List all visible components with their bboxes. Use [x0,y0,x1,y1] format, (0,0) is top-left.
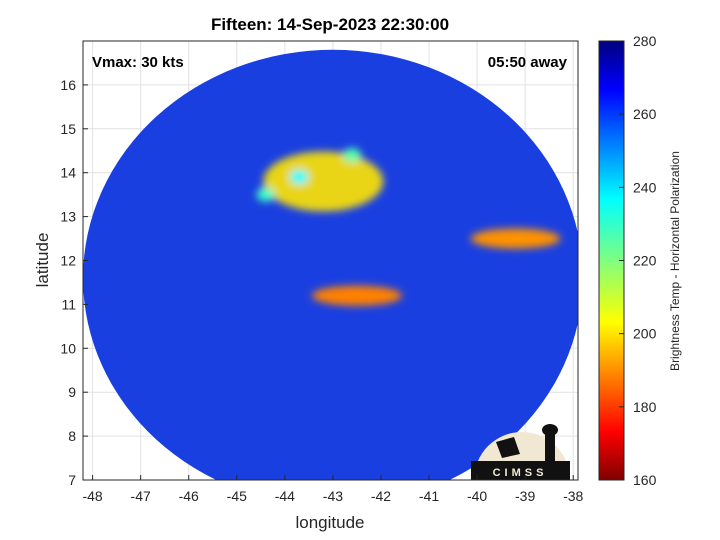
y-tick-label: 9 [68,384,76,400]
logo-text: CIMSS [493,467,548,479]
y-tick-label: 13 [60,209,76,225]
colorbar-tick-label: 260 [633,106,657,122]
logo-band [471,461,570,480]
x-tick-label: -40 [467,488,487,504]
x-tick-label: -38 [563,488,583,504]
feature-cold-spot [290,170,309,185]
x-axis: -48 -47 -46 -45 -44 -43 -42 -41 -40 -39 -38 [82,475,584,504]
colorbar-tick-label: 220 [633,253,657,269]
feature-cold-spot [343,148,362,163]
colorbar-label: Brightness Temp - Horizontal Polarizatio… [668,151,682,371]
x-tick-label: -43 [323,488,343,504]
x-tick-label: -48 [82,488,102,504]
y-axis-label: latitude [33,233,52,288]
colorbar-tick-label: 180 [633,399,657,415]
logo-tank [542,424,558,436]
y-tick-label: 15 [60,121,76,137]
features [256,148,561,306]
brightness-temp-swath [83,49,578,480]
y-axis: 7 8 9 10 11 12 13 14 15 16 [60,77,88,488]
colorbar-tick-label: 200 [633,326,657,342]
feature-cold-spot [256,187,275,202]
x-axis-label: longitude [295,513,364,532]
feature-cold-core [263,151,384,212]
y-tick-label: 10 [60,340,76,356]
x-tick-label: -45 [227,488,247,504]
logo-tower [545,431,555,461]
logo-dish [496,437,520,458]
feature-band [311,285,402,306]
y-tick-label: 8 [68,428,76,444]
y-tick-label: 7 [68,472,76,488]
colorbar-axis: 160 180 200 220 240 260 280 [619,33,657,488]
y-tick-label: 16 [60,77,76,93]
feature-band [470,228,561,249]
colorbar-tick-label: 160 [633,472,657,488]
time-away-label: 05:50 away [488,54,568,71]
y-tick-label: 11 [61,296,76,312]
x-tick-label: -46 [179,488,199,504]
x-tick-label: -44 [275,488,295,504]
x-tick-label: -41 [419,488,439,504]
cimss-logo: CIMSS [471,424,570,480]
x-tick-label: -42 [371,488,391,504]
chart-title: Fifteen: 14-Sep-2023 22:30:00 [211,15,449,34]
x-tick-label: -39 [515,488,535,504]
y-tick-label: 14 [60,165,76,181]
vmax-label: Vmax: 30 kts [92,54,184,71]
colorbar-tick-label: 280 [633,33,657,49]
colorbar-tick-label: 240 [633,179,657,195]
y-tick-label: 12 [60,253,76,269]
x-tick-label: -47 [131,488,151,504]
